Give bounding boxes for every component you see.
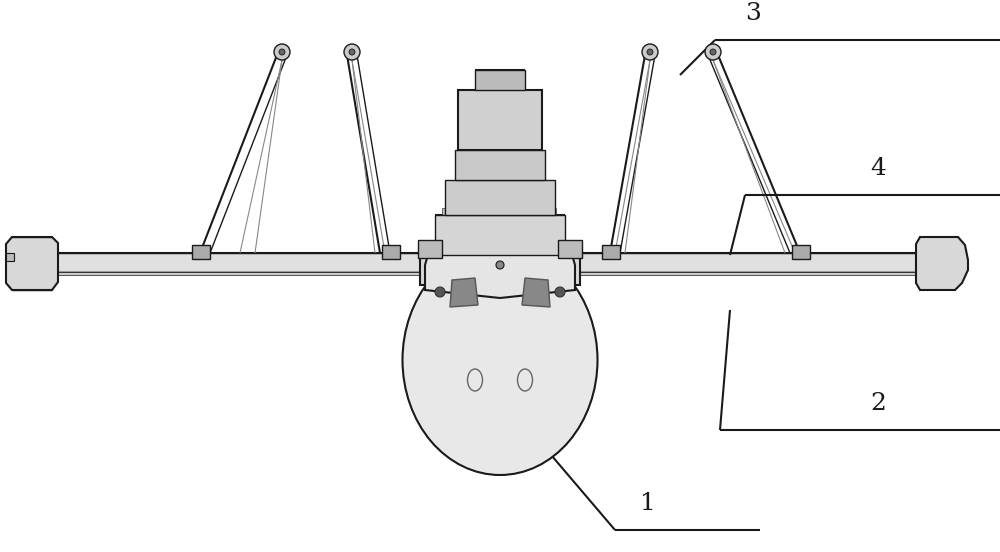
- Circle shape: [705, 44, 721, 60]
- Bar: [192, 245, 210, 259]
- Polygon shape: [916, 237, 968, 290]
- Circle shape: [555, 287, 565, 297]
- Polygon shape: [420, 248, 580, 285]
- Bar: [475, 208, 482, 215]
- Bar: [505, 208, 512, 215]
- Circle shape: [435, 287, 445, 297]
- Bar: [480, 188, 495, 200]
- Bar: [558, 240, 582, 258]
- Bar: [465, 208, 472, 215]
- Polygon shape: [522, 278, 550, 307]
- Bar: [455, 150, 545, 180]
- Polygon shape: [25, 272, 430, 275]
- Text: 2: 2: [870, 392, 886, 415]
- Circle shape: [344, 44, 360, 60]
- Circle shape: [279, 49, 285, 55]
- Bar: [455, 208, 462, 215]
- Bar: [6, 253, 14, 261]
- Polygon shape: [570, 272, 960, 275]
- Polygon shape: [425, 248, 575, 298]
- Bar: [515, 208, 522, 215]
- Bar: [525, 188, 540, 200]
- Polygon shape: [450, 278, 478, 307]
- Polygon shape: [15, 253, 430, 272]
- Polygon shape: [570, 253, 960, 272]
- Bar: [549, 208, 556, 215]
- Bar: [602, 245, 620, 259]
- Bar: [475, 70, 525, 90]
- Bar: [445, 180, 555, 215]
- Circle shape: [274, 44, 290, 60]
- Bar: [418, 240, 442, 258]
- Circle shape: [349, 49, 355, 55]
- Bar: [490, 208, 497, 215]
- Bar: [458, 90, 542, 150]
- Bar: [382, 245, 400, 259]
- Circle shape: [496, 261, 504, 269]
- Polygon shape: [6, 237, 58, 290]
- Bar: [442, 208, 449, 215]
- Bar: [537, 208, 544, 215]
- Ellipse shape: [402, 245, 598, 475]
- Bar: [505, 188, 520, 200]
- Text: 1: 1: [640, 492, 656, 515]
- Text: 3: 3: [745, 2, 761, 25]
- Bar: [525, 208, 532, 215]
- Text: 4: 4: [870, 157, 886, 180]
- Circle shape: [647, 49, 653, 55]
- Circle shape: [642, 44, 658, 60]
- Bar: [792, 245, 810, 259]
- Bar: [435, 215, 565, 255]
- Circle shape: [710, 49, 716, 55]
- Bar: [455, 188, 470, 200]
